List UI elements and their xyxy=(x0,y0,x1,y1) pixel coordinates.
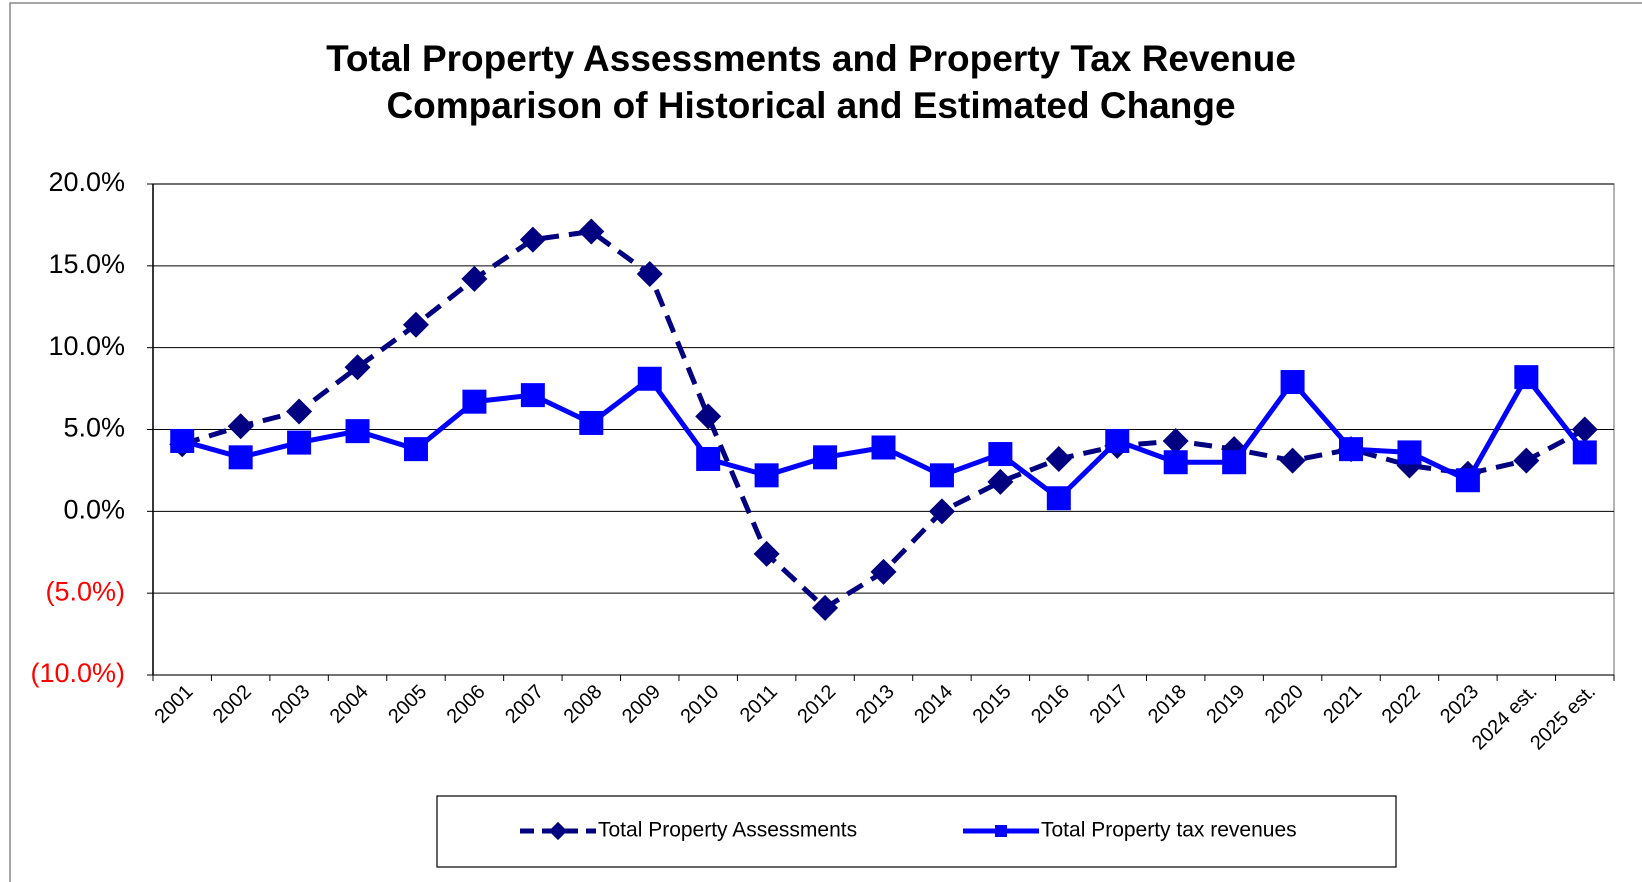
data-point xyxy=(928,498,955,525)
data-point xyxy=(462,389,487,414)
y-tick-label: 5.0% xyxy=(63,413,125,443)
chart-frame xyxy=(9,2,1642,882)
data-point xyxy=(1397,440,1422,465)
x-tick-label: 2019 xyxy=(1202,681,1249,728)
data-point xyxy=(754,463,779,488)
x-tick-label: 2023 xyxy=(1436,681,1483,728)
data-point xyxy=(228,445,253,470)
y-tick-label: 10.0% xyxy=(48,331,125,361)
x-tick-label: 2004 xyxy=(326,681,373,728)
data-point xyxy=(1162,427,1189,454)
data-point xyxy=(286,398,313,425)
x-tick-label: 2017 xyxy=(1086,681,1133,728)
x-tick-label: 2011 xyxy=(736,681,782,727)
data-point xyxy=(1514,365,1539,390)
chart-subtitle: Comparison of Historical and Estimated C… xyxy=(386,85,1235,126)
data-point xyxy=(1163,450,1188,475)
data-point xyxy=(753,540,780,567)
data-point xyxy=(579,410,604,435)
y-tick-label: 15.0% xyxy=(48,249,125,279)
data-point xyxy=(987,468,1014,495)
x-tick-label: 2001 xyxy=(150,681,197,728)
legend-label: Total Property Assessments xyxy=(598,819,857,842)
data-point xyxy=(1572,440,1597,465)
data-point xyxy=(813,445,838,470)
legend-marker xyxy=(548,821,568,841)
data-point xyxy=(345,419,370,444)
x-tick-label: 2016 xyxy=(1027,681,1074,728)
data-point xyxy=(870,558,897,585)
data-point xyxy=(344,354,371,381)
data-point xyxy=(402,311,429,338)
x-tick-label: 2020 xyxy=(1261,681,1308,728)
x-tick-label: 2003 xyxy=(267,681,314,728)
y-tick-label: 20.0% xyxy=(48,167,125,197)
data-point xyxy=(287,430,312,455)
x-tick-label: 2002 xyxy=(209,681,256,728)
x-tick-label: 2018 xyxy=(1144,681,1191,728)
x-tick-label: 2012 xyxy=(793,681,840,728)
data-point xyxy=(696,446,721,471)
data-point xyxy=(1339,437,1364,462)
data-point xyxy=(1045,445,1072,472)
data-point xyxy=(1280,370,1305,395)
x-tick-label: 2025 est. xyxy=(1526,681,1600,755)
x-tick-label: 2015 xyxy=(969,681,1016,728)
x-tick-label: 2013 xyxy=(852,681,899,728)
y-tick-label: (5.0%) xyxy=(45,576,125,606)
data-point xyxy=(871,435,896,460)
y-tick-label: 0.0% xyxy=(63,494,125,524)
legend-box xyxy=(436,795,1397,868)
chart-title: Total Property Assessments and Property … xyxy=(326,38,1296,79)
x-tick-label: 2008 xyxy=(560,681,607,728)
data-point xyxy=(1105,428,1130,453)
data-point xyxy=(929,463,954,488)
y-tick-label: (10.0%) xyxy=(30,658,125,688)
x-tick-label: 2010 xyxy=(676,681,723,728)
data-point xyxy=(1455,468,1480,493)
data-point xyxy=(578,218,605,245)
data-point xyxy=(227,413,254,440)
x-tick-label: 2021 xyxy=(1319,681,1366,728)
data-point xyxy=(1513,447,1540,474)
legend-marker xyxy=(995,825,1007,837)
data-point xyxy=(403,437,428,462)
data-point xyxy=(812,594,839,621)
data-point xyxy=(988,442,1013,467)
x-tick-label: 2007 xyxy=(501,681,548,728)
x-tick-label: 2014 xyxy=(910,681,957,728)
data-point xyxy=(637,366,662,391)
data-point xyxy=(170,428,195,453)
data-point xyxy=(1222,450,1247,475)
x-tick-label: 2022 xyxy=(1378,681,1425,728)
legend-label: Total Property tax revenues xyxy=(1041,819,1297,842)
x-tick-label: 2005 xyxy=(384,681,431,728)
data-point xyxy=(1046,486,1071,511)
x-tick-label: 2009 xyxy=(618,681,665,728)
data-point xyxy=(1279,447,1306,474)
data-point xyxy=(520,383,545,408)
data-point xyxy=(461,265,488,292)
data-point xyxy=(636,261,663,288)
data-point xyxy=(519,226,546,253)
x-tick-label: 2006 xyxy=(443,681,490,728)
data-point xyxy=(1571,416,1598,443)
data-point xyxy=(695,403,722,430)
